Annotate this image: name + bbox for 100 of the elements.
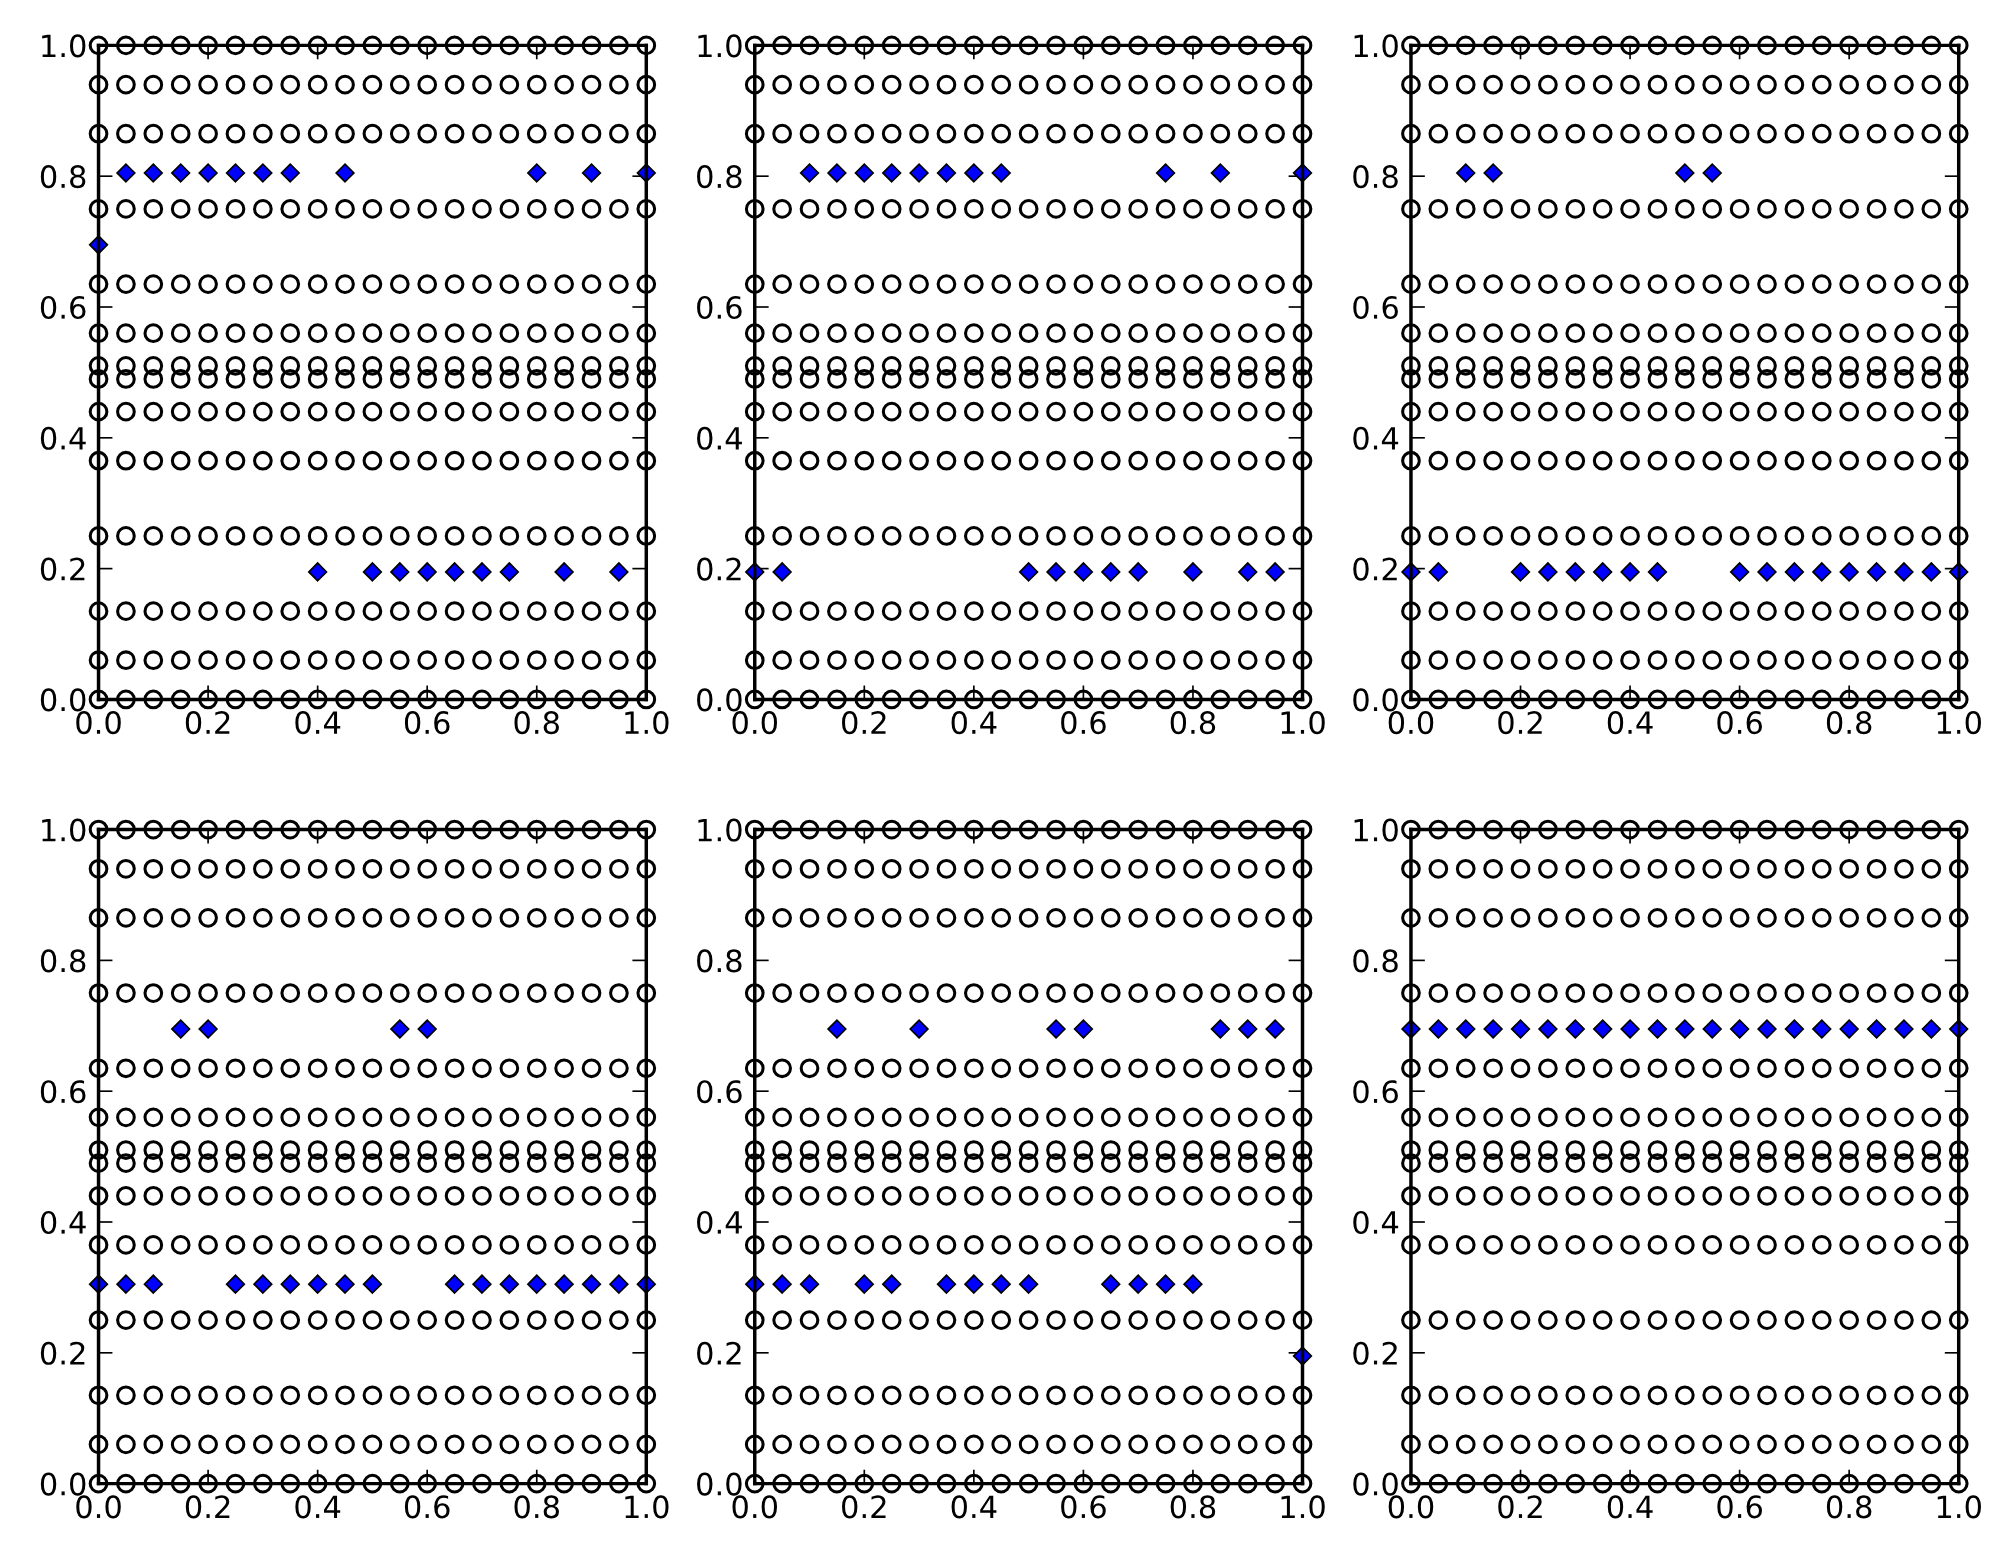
point (307, 35, 328, 56)
point (1292, 450, 1313, 471)
point (1565, 274, 1586, 294)
point (909, 1310, 929, 1330)
point (1018, 1310, 1039, 1330)
point (1948, 858, 1969, 879)
point (1210, 858, 1231, 879)
point (1811, 450, 1832, 471)
point (581, 1434, 602, 1455)
point (1592, 983, 1613, 1003)
point (170, 450, 191, 471)
point (1428, 1019, 1449, 1039)
point (881, 689, 902, 710)
point (1292, 1473, 1313, 1494)
point (1237, 74, 1258, 95)
point (1292, 369, 1313, 389)
point (280, 356, 301, 376)
point (1538, 858, 1558, 879)
point (417, 526, 438, 546)
point (881, 1185, 902, 1206)
point (472, 199, 492, 219)
point (1073, 1235, 1094, 1255)
point (799, 1153, 820, 1173)
point (1921, 1107, 1942, 1128)
point (253, 689, 273, 710)
point (1757, 1434, 1777, 1455)
point (963, 1058, 984, 1079)
point (1647, 274, 1668, 294)
point (1729, 601, 1750, 621)
point (554, 1434, 574, 1455)
point (909, 526, 929, 546)
point (936, 450, 957, 471)
point (772, 1274, 792, 1294)
point (581, 1235, 602, 1255)
point (1155, 323, 1176, 344)
point (1784, 1310, 1805, 1330)
point (116, 1385, 136, 1406)
point (581, 1385, 602, 1406)
point (936, 689, 957, 710)
point (1647, 601, 1668, 621)
point (362, 369, 383, 389)
point (854, 356, 875, 376)
point (744, 908, 765, 928)
point (1455, 369, 1476, 389)
point (1510, 199, 1531, 219)
point (1510, 274, 1531, 294)
point (799, 1140, 820, 1160)
point (1674, 689, 1695, 710)
point (636, 1310, 657, 1330)
point (335, 199, 355, 219)
point (1046, 199, 1066, 219)
point (472, 1185, 492, 1206)
point (1018, 562, 1039, 582)
point (799, 356, 820, 376)
point (472, 908, 492, 928)
x-tick-label: 0.4 (295, 1495, 341, 1519)
point (253, 35, 273, 56)
point (963, 526, 984, 546)
point (417, 401, 438, 422)
point (526, 819, 547, 840)
point (1401, 1107, 1421, 1128)
point (499, 1107, 520, 1128)
point (280, 1385, 301, 1406)
point (88, 450, 109, 471)
point (1510, 562, 1531, 582)
point (936, 74, 957, 95)
point (963, 650, 984, 671)
point (1921, 562, 1941, 582)
point (88, 123, 109, 144)
point (1046, 819, 1066, 840)
point (609, 908, 629, 928)
point (526, 1434, 547, 1455)
point (909, 650, 929, 671)
point (88, 369, 109, 389)
point (1265, 401, 1285, 422)
point (1839, 601, 1860, 621)
point (1292, 35, 1313, 56)
point (1510, 1385, 1531, 1406)
point (636, 1107, 657, 1128)
point (417, 199, 438, 219)
point (1647, 356, 1668, 376)
point (1757, 819, 1777, 840)
point (1155, 526, 1176, 546)
point (499, 1274, 520, 1294)
point (198, 356, 218, 376)
point (143, 35, 164, 56)
point (526, 401, 547, 422)
point (1155, 689, 1176, 710)
point (827, 35, 847, 56)
point (472, 1274, 492, 1294)
point (472, 74, 492, 95)
point (280, 1140, 301, 1160)
point (1921, 1434, 1942, 1455)
point (1073, 1107, 1094, 1128)
point (772, 401, 792, 422)
point (909, 274, 929, 294)
point (1292, 1434, 1313, 1455)
point (1237, 323, 1258, 344)
point (1210, 1185, 1231, 1206)
point (1784, 1235, 1805, 1255)
